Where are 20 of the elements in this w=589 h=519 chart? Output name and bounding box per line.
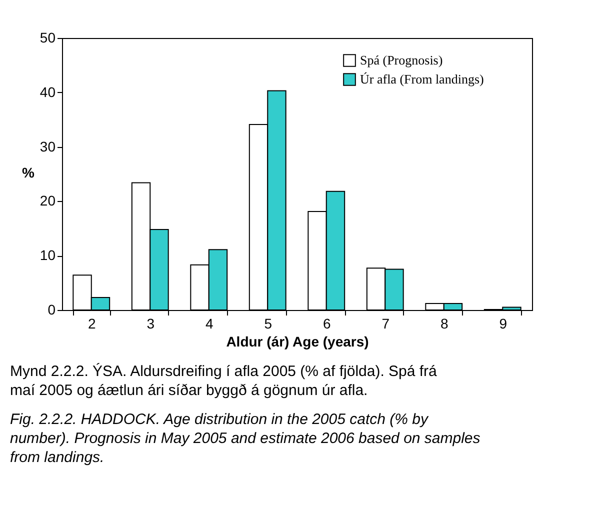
caption: Fig. 2.2.2. HADDOCK. Age distribution in the 2005 catch (% by number). Prognosis in May 2005 and estimate 2006 based on samples from landings. xyxy=(10,411,481,466)
x-tick-label: 2 xyxy=(88,316,96,332)
y-tick-label: 30 xyxy=(40,138,56,154)
x-tick-label: 4 xyxy=(205,316,214,332)
x-tick-label: 6 xyxy=(322,316,331,332)
y-tick-label: 20 xyxy=(40,192,56,209)
y-axis-title: % xyxy=(22,164,36,180)
x-tick-label: 9 xyxy=(499,316,508,332)
x-tick-label: 3 xyxy=(146,316,155,332)
x-tick-label: 5 xyxy=(264,316,272,332)
legend-label: Úr afla (From landings) xyxy=(360,72,484,86)
text: Mynd 2.2.2. ÝSA. Aldursdreifing í afla 2005 (% af fjölda). Spá frá maí 2005 og áætlun ári síðar byggð á gögnum úr afla. xyxy=(10,362,438,399)
legend-label: Spá (Prognosis) xyxy=(360,52,443,68)
x-axis-title: Aldur (ár) Age (years) xyxy=(226,334,369,350)
x-tick-label: 7 xyxy=(382,316,390,332)
y-tick-label: 0 xyxy=(48,302,56,318)
y-tick-label: 40 xyxy=(40,84,56,100)
x-tick-label: 8 xyxy=(440,316,448,332)
y-tick-label: 50 xyxy=(40,30,56,46)
y-tick-label: 10 xyxy=(40,247,56,264)
